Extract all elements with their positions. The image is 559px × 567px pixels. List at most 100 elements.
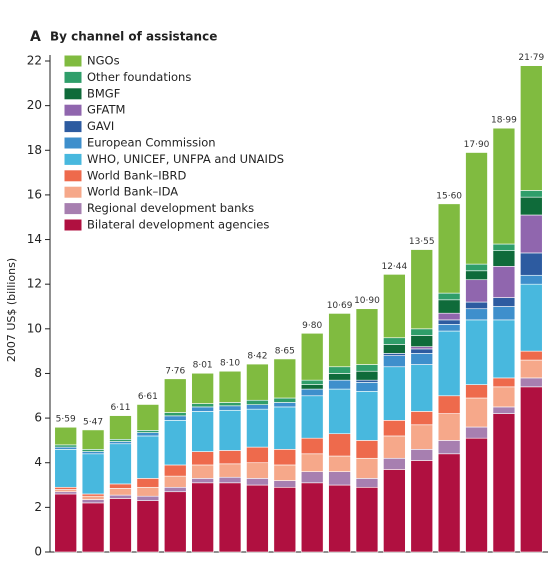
bar-segment [163, 486, 187, 493]
bar-segment [163, 420, 187, 466]
bar-segment [246, 478, 269, 486]
total-label: 7·76 [165, 366, 185, 376]
bar-segment [191, 478, 214, 484]
bar-segment [492, 406, 516, 414]
legend-swatch [63, 185, 83, 199]
bar-segment [383, 337, 406, 345]
bar-segment [383, 355, 406, 368]
bar-segment [492, 266, 516, 298]
bar-segment [383, 457, 406, 470]
bar-segment [328, 379, 351, 390]
bar-segment [81, 449, 105, 452]
bar-segment [273, 397, 297, 403]
bar-segment [437, 312, 461, 321]
legend-swatch [63, 218, 83, 232]
bar-segment [465, 263, 488, 272]
bar-segment [437, 440, 461, 455]
bar-segment [136, 432, 160, 437]
bar-segment [81, 453, 105, 495]
bar-segment [410, 411, 434, 426]
bar-segment [520, 214, 543, 254]
total-label: 12·44 [381, 262, 407, 272]
bar-segment [109, 494, 132, 499]
y-tick-label: 20 [27, 98, 42, 112]
y-tick-label: 16 [27, 187, 42, 201]
bar-segment [136, 500, 160, 553]
bar-segment [410, 249, 434, 330]
chart-title: By channel of assistance [50, 30, 217, 44]
bar-segment [492, 297, 516, 307]
bar-segment [191, 372, 214, 404]
bar-segment [300, 482, 324, 553]
bar-segment [328, 471, 351, 486]
bar-segment [465, 437, 488, 553]
bar-segment [465, 308, 488, 321]
bar-segment [300, 471, 324, 484]
bar-segment [437, 203, 461, 294]
legend-label: GAVI [87, 119, 114, 133]
bar-segment [492, 319, 516, 379]
legend-swatch [63, 169, 83, 183]
bar-segment [191, 451, 214, 466]
bar-segment [355, 308, 379, 365]
bar-segment [437, 330, 461, 397]
y-tick-label: 12 [27, 277, 42, 291]
bar-segment [109, 441, 132, 445]
bar-segment [355, 379, 379, 383]
bar-segment [410, 328, 434, 336]
bar-segment [191, 406, 214, 412]
total-label: 6·61 [138, 392, 158, 402]
legend-swatch [63, 152, 83, 166]
bar-segment [520, 386, 543, 553]
total-label: 9·80 [302, 321, 322, 331]
bar-segment [328, 455, 351, 472]
bar-segment [355, 457, 379, 479]
bar-segment [355, 370, 379, 381]
bar-segment [492, 243, 516, 252]
bar-segment [136, 435, 160, 479]
bar-segment [191, 482, 214, 553]
bar-segment [492, 386, 516, 408]
bar-segment [465, 319, 488, 385]
bar-segment [410, 353, 434, 365]
bar-segment [465, 384, 488, 399]
bar-segment [246, 462, 269, 479]
bar-segment [520, 350, 543, 361]
bar-segment [218, 370, 242, 403]
bar-segment [81, 499, 105, 504]
legend-label: Regional development banks [87, 201, 254, 215]
y-tick-label: 0 [34, 545, 42, 559]
bar-segment [355, 364, 379, 372]
bar-segment [163, 378, 187, 413]
bar-segment [81, 429, 105, 450]
bar-segment [328, 366, 351, 374]
bar-segment [437, 395, 461, 414]
bar-segment [136, 478, 160, 488]
bar-segment [520, 377, 543, 388]
y-tick-label: 10 [27, 321, 42, 335]
bar-segment [520, 190, 543, 198]
bar-segment [383, 435, 406, 459]
bar-segment [218, 450, 242, 465]
panel-label: A [30, 29, 41, 45]
bar-segment [492, 127, 516, 245]
bar-segment [54, 489, 77, 493]
bar-segment [328, 484, 351, 553]
total-label: 5·59 [56, 415, 76, 425]
y-tick-label: 6 [34, 411, 42, 425]
bar-segment [273, 480, 297, 488]
bar-segment [355, 391, 379, 441]
bar-segment [54, 426, 77, 446]
bar-segment [437, 292, 461, 301]
bar-segment [81, 493, 105, 497]
total-label: 15·60 [436, 191, 462, 201]
bar-segment [520, 283, 543, 352]
bar-segment [246, 404, 269, 410]
total-label: 5·47 [83, 417, 103, 427]
y-tick-label: 14 [27, 232, 42, 246]
bar-segment [465, 301, 488, 310]
bar-segment [54, 446, 77, 450]
bar-segment [355, 478, 379, 488]
legend-label: European Commission [87, 136, 216, 150]
y-tick-label: 4 [34, 455, 42, 469]
